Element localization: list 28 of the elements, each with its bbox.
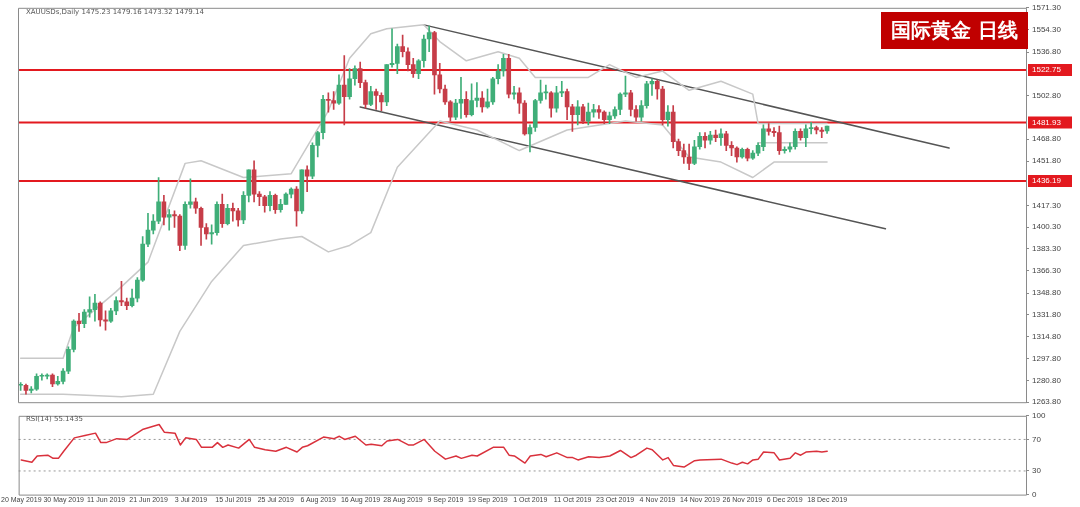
text: 国际黄金 日线	[881, 12, 1028, 49]
y-tick-label: 0	[1032, 489, 1037, 499]
y-tick-label: 1536.80	[1032, 47, 1062, 57]
y-tick-label: 1451.80	[1032, 156, 1062, 166]
ref-line-label: 1481.93	[1032, 117, 1062, 127]
candlestick	[341, 55, 347, 126]
ref-line-label: 1436.19	[1032, 176, 1062, 186]
y-tick-label: 70	[1032, 434, 1042, 444]
y-tick-label: 1554.30	[1032, 24, 1062, 34]
y-tick-label: 1280.80	[1032, 375, 1062, 385]
candlestick	[819, 127, 825, 139]
y-tick-label: 1263.80	[1032, 397, 1062, 407]
y-tick-label: 100	[1032, 411, 1046, 420]
y-tick-label: 1571.30	[1032, 3, 1062, 12]
y-tick-label: 1400.30	[1032, 222, 1062, 232]
y-tick-label: 1314.80	[1032, 331, 1062, 341]
candlestick	[559, 80, 565, 98]
y-tick-label: 1348.80	[1032, 288, 1062, 298]
y-tick-label: 30	[1032, 466, 1042, 476]
y-tick-label: 1297.80	[1032, 353, 1062, 363]
y-tick-label: 1366.30	[1032, 265, 1062, 275]
y-tick-label: 1417.30	[1032, 200, 1062, 210]
y-tick-label: 1331.80	[1032, 310, 1062, 320]
y-tick-label: 1468.80	[1032, 134, 1062, 144]
ref-line-label: 1522.75	[1032, 65, 1062, 75]
candlestick	[166, 209, 172, 231]
y-tick-label: 1383.30	[1032, 244, 1062, 254]
y-tick-label: 1502.80	[1032, 90, 1062, 100]
